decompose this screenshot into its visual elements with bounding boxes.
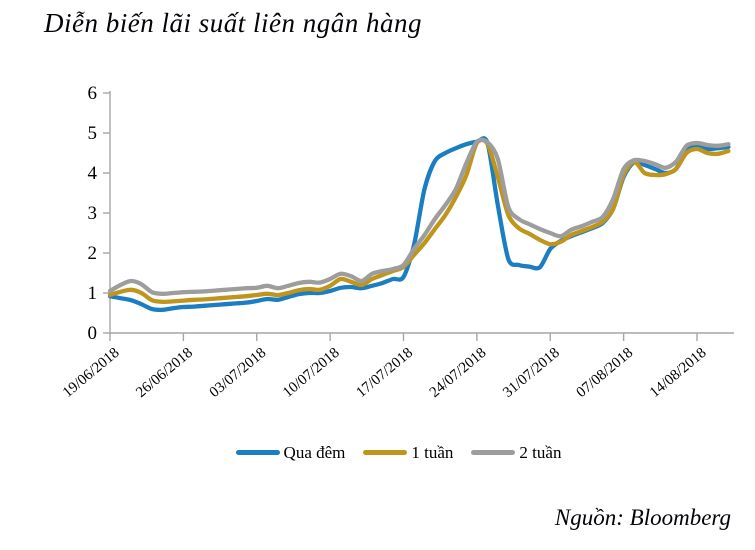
y-tick-label: 1 (88, 283, 98, 304)
y-tick-label: 4 (88, 163, 98, 184)
legend-item-one-week: 1 tuần (363, 444, 453, 461)
series-line-two-weeks (107, 137, 731, 296)
legend-label-overnight: Qua đêm (283, 443, 346, 462)
chart-legend: Qua đêm 1 tuần 2 tuần (0, 444, 755, 461)
y-tick-label: 0 (88, 323, 98, 344)
x-tick-label: 31/07/2018 (500, 345, 563, 401)
y-tick-label: 2 (88, 243, 98, 264)
y-tick-label: 3 (88, 203, 98, 224)
y-tick-label: 6 (88, 83, 98, 104)
legend-swatch-two-weeks (471, 450, 516, 455)
y-tick-label: 5 (88, 123, 98, 144)
series-line-one-week (107, 137, 731, 304)
x-tick-label: 19/06/2018 (60, 345, 123, 401)
x-tick-label: 10/07/2018 (280, 345, 343, 401)
x-tick-label: 24/07/2018 (427, 345, 490, 401)
x-tick-label: 26/06/2018 (133, 345, 196, 401)
legend-label-one-week: 1 tuần (411, 443, 454, 462)
x-tick-label: 07/08/2018 (574, 345, 637, 401)
legend-label-two-weeks: 2 tuần (519, 443, 562, 462)
legend-item-two-weeks: 2 tuần (471, 444, 561, 461)
source-caption: Nguồn: Bloomberg (554, 505, 731, 530)
legend-swatch-one-week (363, 450, 408, 455)
x-tick-label: 03/07/2018 (207, 345, 270, 401)
chart-title: Diễn biến lãi suất liên ngân hàng (44, 8, 422, 38)
x-tick-label: 17/07/2018 (353, 345, 416, 401)
x-tick-label: 14/08/2018 (647, 345, 710, 401)
legend-swatch-overnight (235, 450, 280, 455)
legend-item-overnight: Qua đêm (235, 443, 346, 462)
